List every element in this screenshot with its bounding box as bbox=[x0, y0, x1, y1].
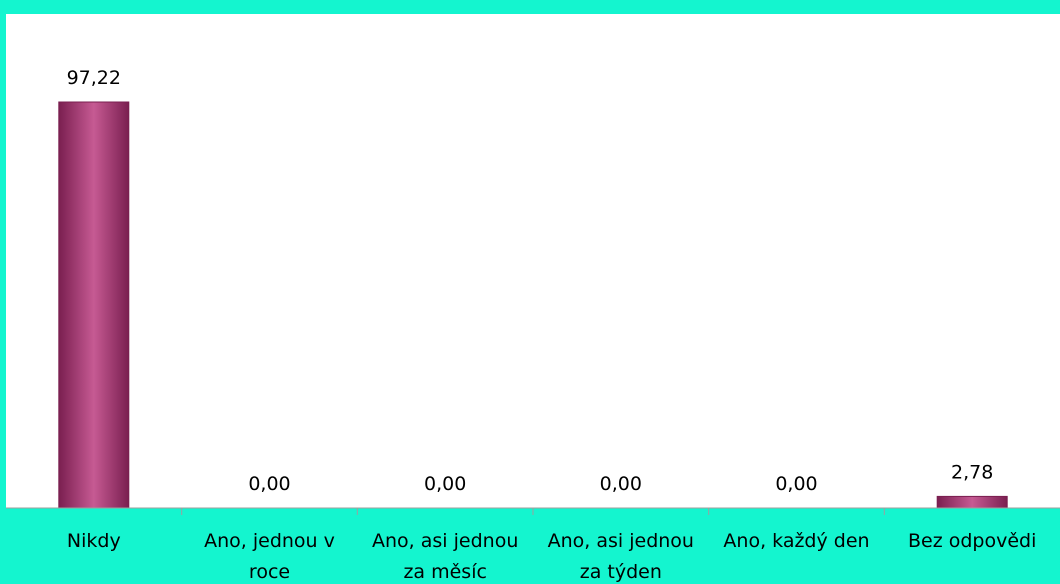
category-labels-layer: Nikdy Ano, jednou v roce Ano, asi jednou za … bbox=[67, 530, 1037, 583]
category-label-2-line-1: za měsíc bbox=[403, 561, 486, 583]
category-label-3: Ano, asi jednou za týden bbox=[548, 530, 694, 583]
category-label-4: Ano, každý den bbox=[723, 530, 869, 552]
value-label-3: 0,00 bbox=[600, 473, 642, 495]
category-label-0: Nikdy bbox=[67, 530, 121, 552]
value-label-1: 0,00 bbox=[248, 473, 290, 495]
value-labels-layer: 97,22 0,00 0,00 0,00 0,00 2,78 bbox=[67, 67, 994, 495]
value-label-2: 0,00 bbox=[424, 473, 466, 495]
category-label-1-line-0: Ano, jednou v bbox=[204, 530, 335, 552]
plot-area bbox=[6, 14, 1060, 508]
category-label-2: Ano, asi jednou za měsíc bbox=[372, 530, 518, 583]
category-label-3-line-1: za týden bbox=[580, 561, 662, 583]
value-label-0: 97,22 bbox=[67, 67, 121, 89]
category-label-5-line-0: Bez odpovědi bbox=[908, 530, 1036, 552]
category-label-3-line-0: Ano, asi jednou bbox=[548, 530, 694, 552]
x-axis-ticks bbox=[181, 508, 885, 515]
value-label-5: 2,78 bbox=[951, 461, 993, 483]
bar-0 bbox=[58, 101, 130, 509]
bar-5 bbox=[936, 495, 1008, 509]
category-label-4-line-0: Ano, každý den bbox=[723, 530, 869, 552]
value-label-4: 0,00 bbox=[775, 473, 817, 495]
category-label-1: Ano, jednou v roce bbox=[204, 530, 335, 583]
bars-layer bbox=[58, 101, 1008, 509]
category-label-0-line-0: Nikdy bbox=[67, 530, 121, 552]
category-label-2-line-0: Ano, asi jednou bbox=[372, 530, 518, 552]
category-label-5: Bez odpovědi bbox=[908, 530, 1036, 552]
category-label-1-line-1: roce bbox=[249, 561, 290, 583]
